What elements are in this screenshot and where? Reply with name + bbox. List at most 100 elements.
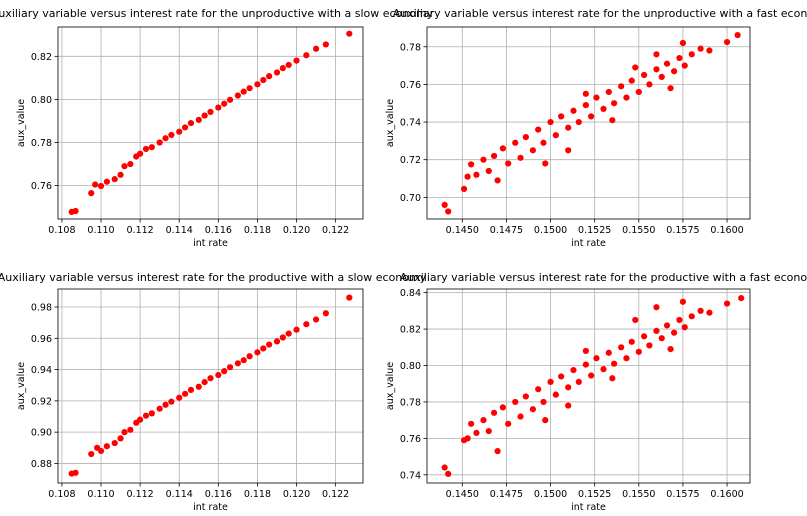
- x-ticks: 0.1450 0.1475 0.1500 0.1525 0.1550 0.1575 0.16…: [446, 483, 744, 500]
- y-axis-label: aux_value: [16, 99, 27, 147]
- x-tick-label: 0.1500: [534, 225, 567, 236]
- scatter-point: [535, 386, 542, 393]
- y-tick-label: 0.88: [31, 459, 52, 470]
- scatter-point: [480, 156, 487, 163]
- scatter-point: [137, 150, 144, 157]
- scatter-point: [468, 161, 475, 168]
- axes-frame: [426, 26, 751, 220]
- scatter-point: [168, 131, 175, 139]
- y-tick-label: 0.76: [400, 434, 421, 445]
- x-tick-label: 0.110: [87, 489, 114, 500]
- scatter-point: [558, 113, 565, 120]
- scatter-point: [653, 66, 660, 73]
- scatter-point: [542, 160, 549, 167]
- x-tick-label: 0.1525: [578, 225, 611, 236]
- x-tick-label: 0.114: [166, 225, 193, 236]
- x-ticks: 0.108 0.110 0.112 0.114 0.116 0.118 0.120 0.122: [48, 219, 349, 236]
- scatter-point: [201, 112, 208, 119]
- scatter-point: [246, 85, 253, 92]
- y-tick-label: 0.84: [400, 288, 421, 299]
- scatter-point: [623, 355, 630, 362]
- scatter-point: [517, 154, 524, 161]
- y-axis-label: aux_value: [385, 99, 396, 147]
- scatter-point: [593, 94, 600, 101]
- scatter-point: [570, 107, 577, 114]
- scatter-point: [148, 144, 155, 151]
- scatter-point: [734, 31, 741, 39]
- scatter-point: [142, 145, 150, 153]
- scatter-point: [473, 171, 480, 178]
- y-tick-label: 0.82: [31, 52, 52, 63]
- y-axis-label: aux_value: [16, 362, 27, 410]
- scatter-point: [293, 57, 300, 64]
- scatter-point: [240, 88, 247, 95]
- scatter-point: [605, 88, 612, 96]
- scatter-point: [697, 45, 704, 52]
- scatter-point: [226, 364, 234, 371]
- scatter-point: [671, 68, 678, 75]
- scatter-point: [667, 85, 674, 92]
- x-tick-label: 0.110: [87, 225, 114, 236]
- y-axis-label: aux_value: [385, 362, 396, 410]
- scatter-point: [148, 410, 155, 417]
- scatter-point: [688, 313, 695, 320]
- scatter-point: [254, 349, 261, 356]
- scatter-point: [512, 139, 519, 146]
- scatter-point: [663, 60, 671, 67]
- scatter-point: [142, 412, 150, 419]
- y-tick-label: 0.92: [31, 396, 52, 407]
- scatter-point: [103, 178, 110, 185]
- y-tick-label: 0.74: [400, 118, 421, 129]
- scatter-points: [68, 30, 353, 215]
- grid-lines: [427, 289, 750, 483]
- scatter-point: [97, 182, 105, 190]
- scatter-point: [575, 118, 582, 126]
- scatter-point: [605, 349, 612, 356]
- x-axis-label: int rate: [193, 238, 228, 249]
- scatter-point: [512, 398, 519, 406]
- scatter-point: [445, 470, 452, 477]
- chart-title: Auxiliary variable versus interest rate …: [0, 271, 427, 284]
- scatter-point: [187, 120, 195, 127]
- scatter-point: [162, 401, 169, 408]
- scatter-point: [653, 304, 660, 311]
- scatter-point: [97, 447, 105, 455]
- scatter-point: [697, 307, 704, 314]
- grid-lines: [58, 289, 363, 483]
- scatter-point: [322, 41, 329, 48]
- scatter-point: [565, 402, 572, 409]
- scatter-point: [441, 201, 448, 208]
- x-tick-label: 0.108: [48, 225, 75, 236]
- scatter-point: [111, 440, 118, 447]
- scatter-point: [676, 54, 683, 62]
- scatter-point: [517, 413, 524, 420]
- scatter-point: [582, 361, 589, 368]
- x-tick-label: 0.122: [322, 225, 349, 236]
- scatter-point: [679, 298, 687, 305]
- scatter-point: [663, 322, 671, 329]
- scatter-point: [658, 335, 665, 342]
- scatter-point: [303, 52, 310, 59]
- scatter-point: [473, 429, 480, 437]
- scatter-point: [303, 321, 310, 328]
- y-ticks: 0.76 0.78 0.80 0.82: [31, 52, 58, 192]
- scatter-point: [706, 47, 713, 54]
- grid-lines: [58, 27, 363, 219]
- scatter-point: [565, 124, 572, 131]
- scatter-point: [176, 128, 183, 135]
- scatter-point: [480, 417, 487, 424]
- scatter-point: [72, 207, 79, 215]
- y-tick-label: 0.76: [31, 181, 52, 192]
- scatter-point: [445, 208, 452, 215]
- scatter-point: [117, 171, 124, 178]
- x-tick-label: 0.1450: [446, 489, 479, 500]
- scatter-point: [676, 316, 683, 324]
- scatter-point: [195, 383, 202, 390]
- scatter-point: [582, 90, 589, 97]
- scatter-point: [552, 132, 559, 139]
- scatter-point: [181, 390, 189, 397]
- scatter-point: [485, 167, 492, 175]
- scatter-point: [168, 398, 175, 405]
- y-tick-label: 0.78: [31, 138, 52, 149]
- y-tick-label: 0.80: [400, 361, 421, 372]
